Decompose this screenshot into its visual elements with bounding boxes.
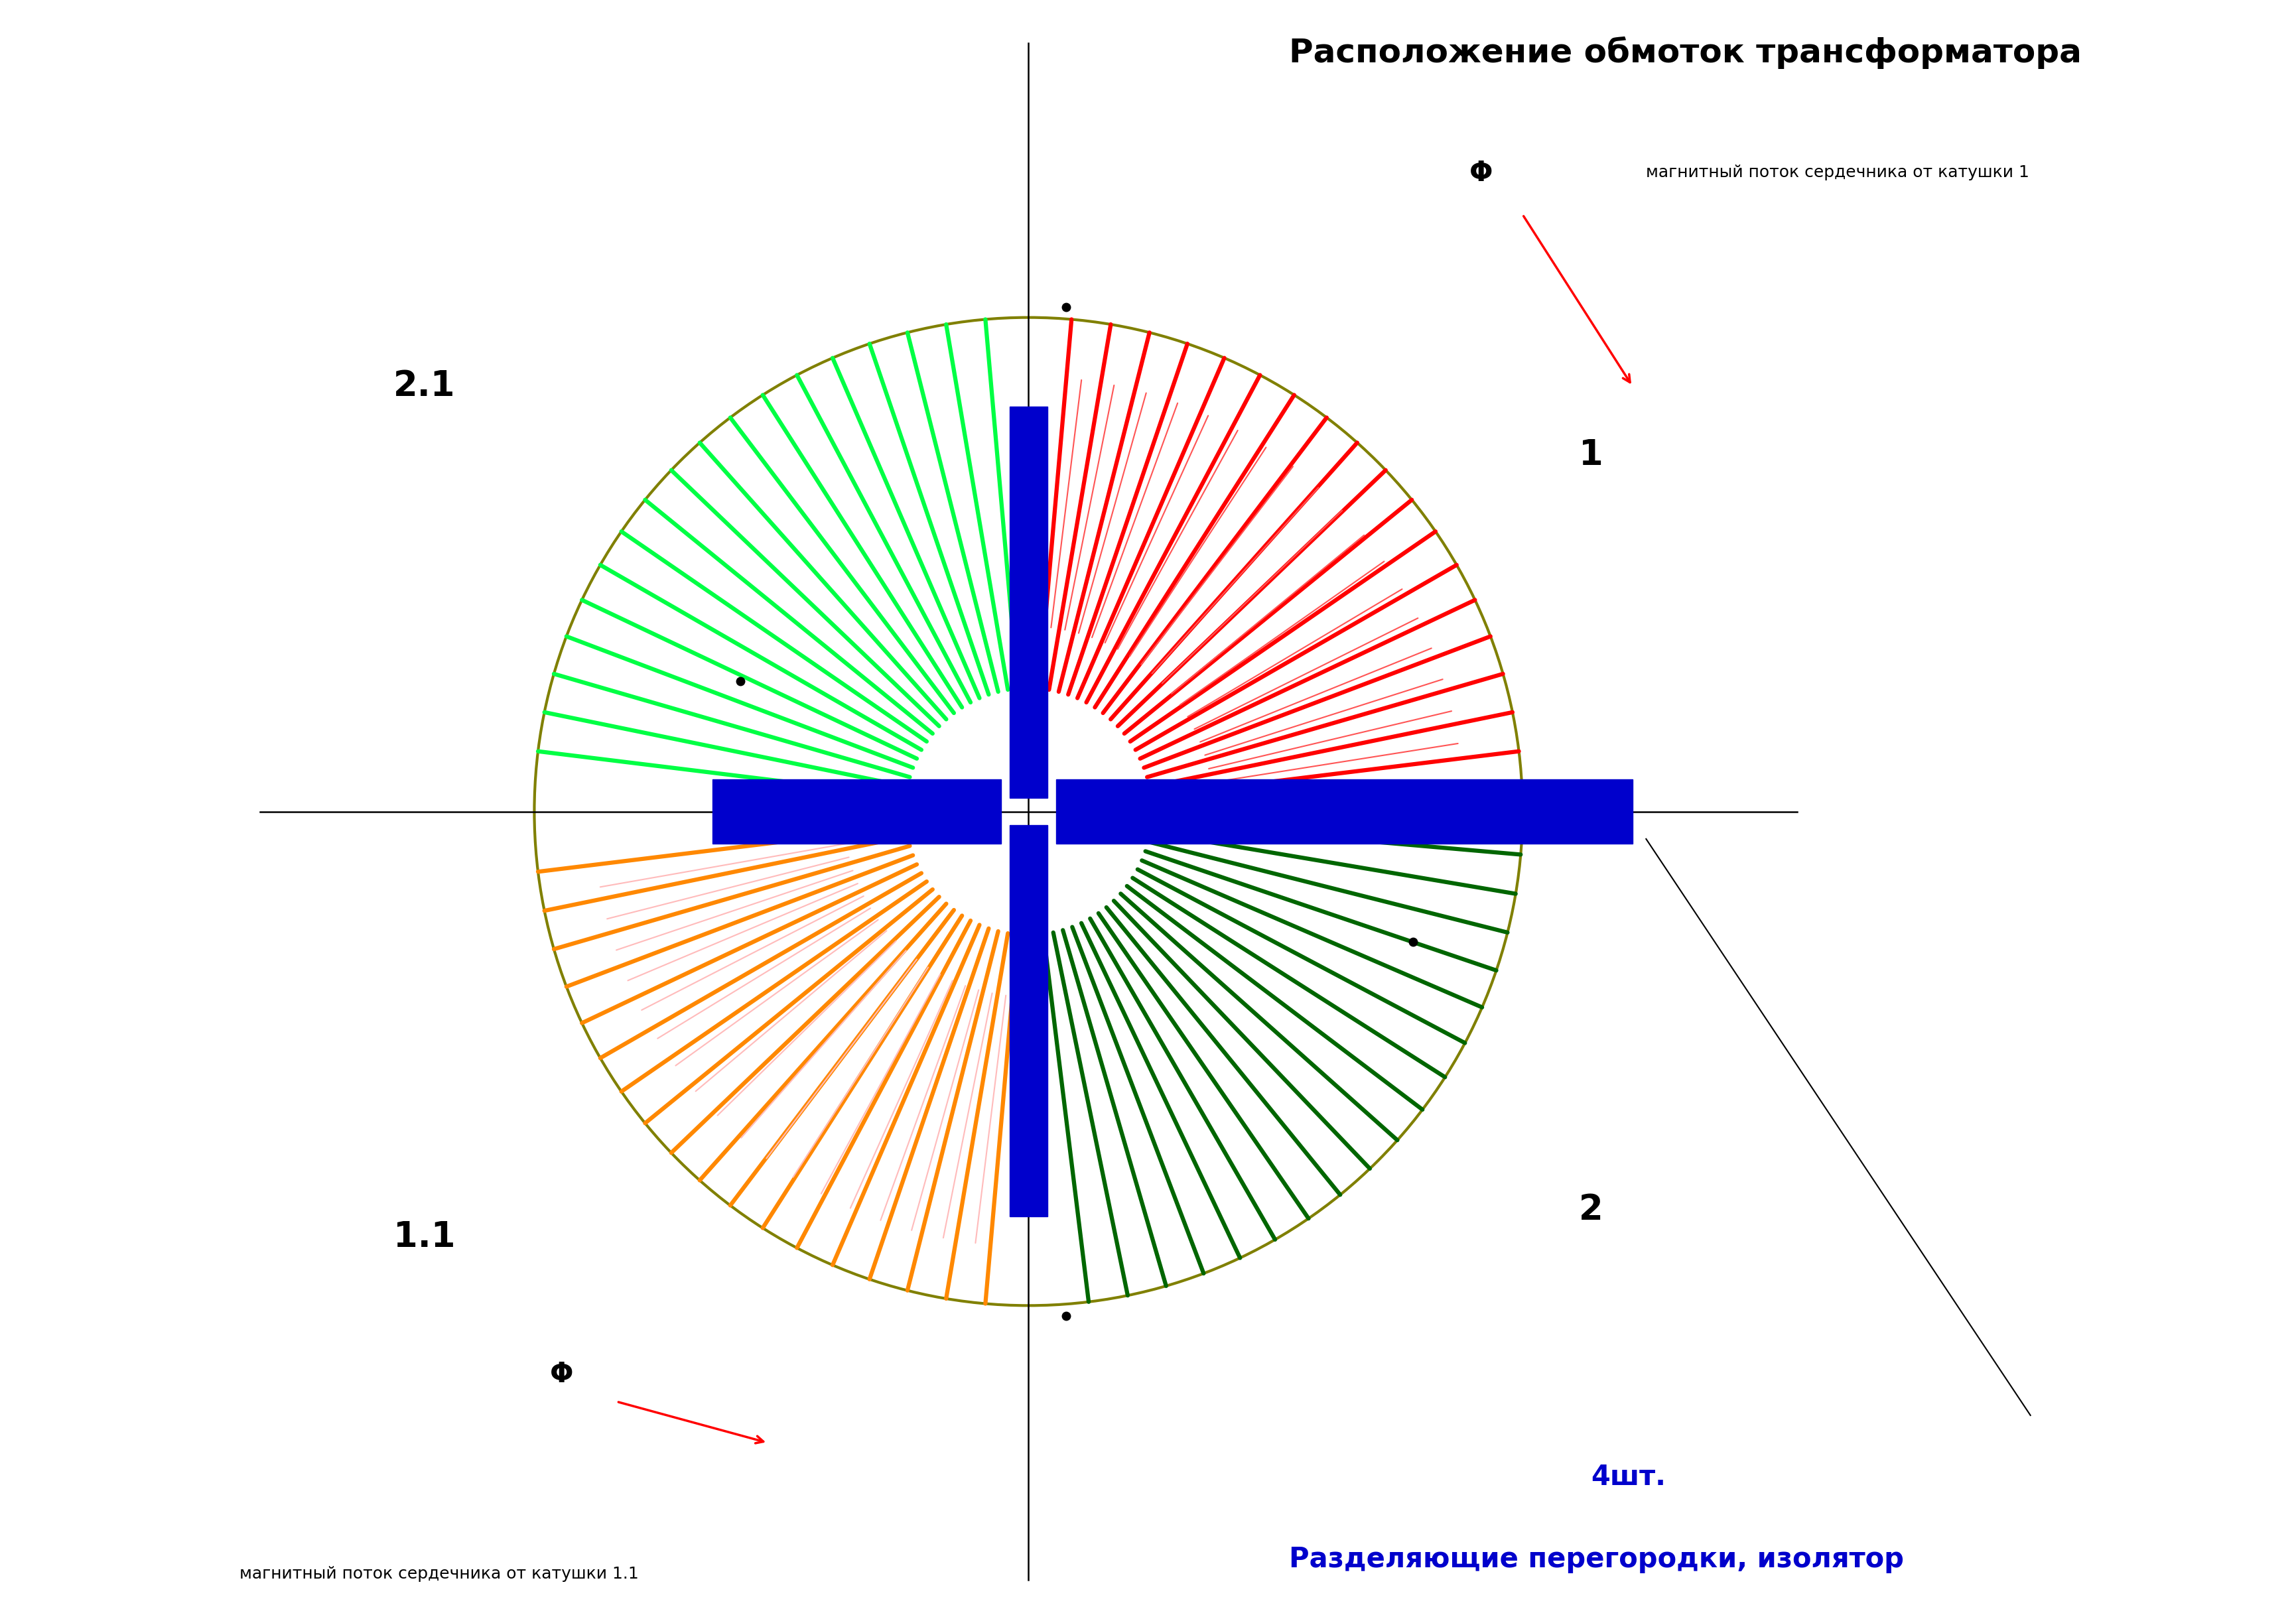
Bar <box>712 779 1001 844</box>
Text: 1: 1 <box>1580 438 1603 472</box>
Bar <box>1056 779 1632 844</box>
Text: магнитный поток сердечника от катушки 1.1: магнитный поток сердечника от катушки 1.… <box>239 1566 638 1582</box>
Text: Φ: Φ <box>551 1360 574 1388</box>
Text: 1.1: 1.1 <box>393 1219 455 1255</box>
Bar <box>1010 407 1047 799</box>
Text: 4шт.: 4шт. <box>1591 1464 1667 1492</box>
Text: магнитный поток сердечника от катушки 1: магнитный поток сердечника от катушки 1 <box>1646 164 2030 180</box>
Bar <box>1010 824 1047 1216</box>
Text: Разделяющие перегородки, изолятор: Разделяющие перегородки, изолятор <box>1290 1545 1903 1574</box>
Text: 2: 2 <box>1580 1193 1603 1227</box>
Text: Расположение обмоток трансформатора: Расположение обмоток трансформатора <box>1290 36 2082 68</box>
Text: 2.1: 2.1 <box>393 368 455 404</box>
Text: Φ: Φ <box>1469 159 1492 187</box>
